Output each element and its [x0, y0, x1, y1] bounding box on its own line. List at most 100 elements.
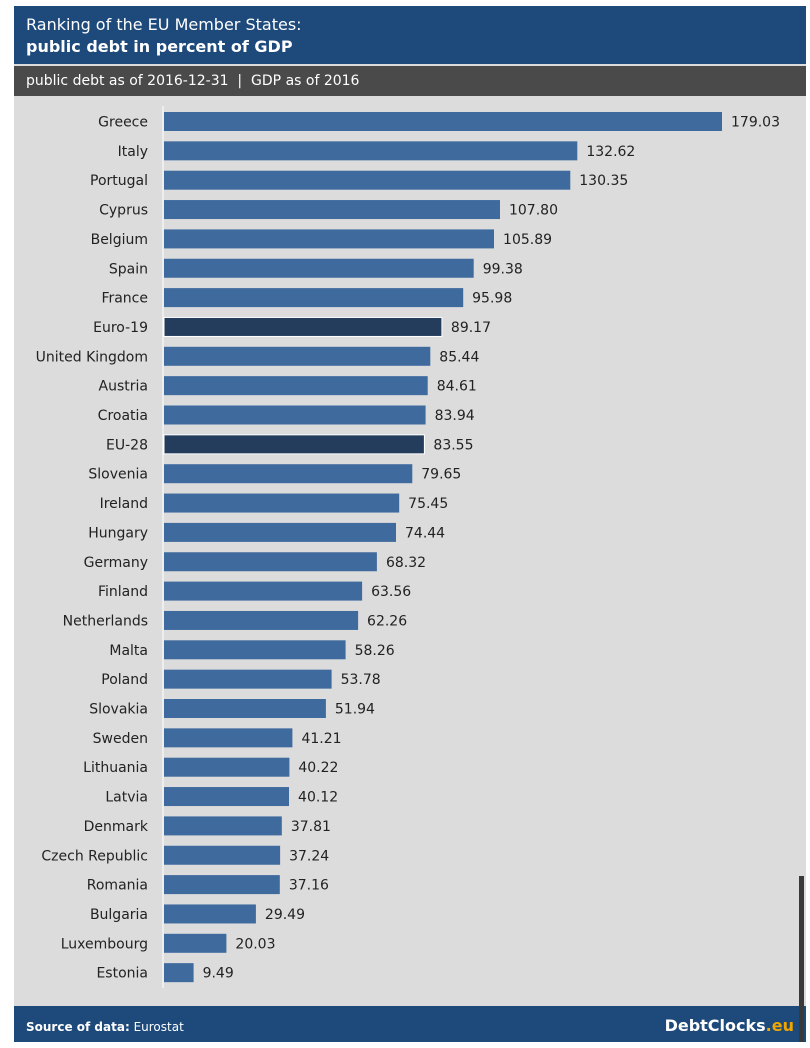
bar[interactable] — [164, 787, 289, 807]
category-label: Denmark — [84, 819, 149, 835]
value-label: 107.80 — [509, 203, 558, 219]
value-label: 63.56 — [371, 584, 411, 600]
value-label: 9.49 — [203, 966, 234, 982]
value-label: 95.98 — [472, 291, 512, 307]
category-label: Greece — [98, 115, 148, 131]
bar[interactable] — [163, 316, 443, 337]
category-label: Germany — [84, 555, 148, 571]
category-label: EU-28 — [106, 437, 148, 453]
bar[interactable] — [164, 610, 359, 630]
category-label: Cyprus — [99, 203, 148, 219]
category-label: Estonia — [96, 966, 148, 982]
chart-title-line1: Ranking of the EU Member States: — [26, 15, 302, 34]
value-label: 58.26 — [355, 643, 395, 659]
value-label: 68.32 — [386, 555, 426, 571]
bar[interactable] — [164, 640, 346, 660]
category-label: Croatia — [98, 408, 148, 424]
value-label: 29.49 — [265, 907, 305, 923]
bar-chart: Greece 179.03 Italy 132.62 Portugal 130.35 Cyp… — [36, 106, 780, 988]
category-label: United Kingdom — [36, 349, 148, 365]
category-label: Slovenia — [88, 467, 148, 483]
bar[interactable] — [164, 346, 431, 366]
category-label: Italy — [118, 144, 148, 160]
value-label: 83.55 — [433, 437, 473, 453]
bar[interactable] — [164, 522, 396, 542]
value-label: 83.94 — [435, 408, 475, 424]
category-label: Lithuania — [83, 760, 148, 776]
brand-tld: .eu — [765, 1016, 794, 1035]
value-label: 179.03 — [731, 115, 780, 131]
source-value: Eurostat — [133, 1020, 184, 1034]
bar[interactable] — [164, 376, 428, 396]
value-label: 40.12 — [298, 790, 338, 806]
category-label: Malta — [109, 643, 148, 659]
category-label: Slovakia — [89, 702, 148, 718]
value-label: 105.89 — [503, 232, 552, 248]
bar[interactable] — [164, 258, 474, 278]
value-label: 85.44 — [439, 349, 479, 365]
bar[interactable] — [164, 141, 578, 161]
value-label: 79.65 — [421, 467, 461, 483]
bar[interactable] — [164, 464, 413, 484]
bar[interactable] — [164, 405, 426, 425]
category-label: France — [101, 291, 148, 307]
bar[interactable] — [164, 229, 494, 249]
brand-name: DebtClocks — [664, 1016, 766, 1035]
source-note: Source of data: Eurostat — [26, 1020, 184, 1034]
bar[interactable] — [164, 493, 400, 513]
chart-subtitle-bar: public debt as of 2016-12-31 | GDP as of… — [14, 66, 806, 96]
value-label: 40.22 — [298, 760, 338, 776]
category-label: Luxembourg — [61, 936, 148, 952]
chart-title-line2: public debt in percent of GDP — [26, 37, 293, 56]
value-label: 41.21 — [301, 731, 341, 747]
bar[interactable] — [164, 933, 227, 953]
chart-header: Ranking of the EU Member States: public … — [14, 6, 806, 64]
bar[interactable] — [164, 728, 293, 748]
bar[interactable] — [164, 200, 500, 220]
bar[interactable] — [164, 288, 464, 308]
value-label: 130.35 — [579, 173, 628, 189]
bar[interactable] — [164, 552, 377, 572]
category-label: Netherlands — [63, 613, 148, 629]
bar[interactable] — [164, 845, 281, 865]
value-label: 37.81 — [291, 819, 331, 835]
category-label: Finland — [98, 584, 148, 600]
category-label: Latvia — [105, 790, 148, 806]
value-label: 89.17 — [451, 320, 491, 336]
category-label: Romania — [87, 878, 148, 894]
value-label: 75.45 — [408, 496, 448, 512]
brand-logo[interactable]: DebtClocks.eu — [665, 1016, 794, 1035]
value-label: 74.44 — [405, 525, 445, 541]
bar[interactable] — [164, 112, 722, 131]
bar[interactable] — [164, 904, 256, 924]
category-label: Hungary — [88, 525, 148, 541]
bar[interactable] — [164, 875, 280, 895]
bar[interactable] — [164, 170, 571, 190]
category-label: Euro-19 — [93, 320, 148, 336]
scrollbar[interactable] — [799, 876, 804, 1042]
value-label: 84.61 — [437, 379, 477, 395]
source-label: Source of data: — [26, 1020, 130, 1034]
value-label: 99.38 — [483, 261, 523, 277]
bar[interactable] — [164, 757, 290, 777]
category-label: Ireland — [100, 496, 148, 512]
category-label: Sweden — [93, 731, 148, 747]
category-label: Austria — [99, 379, 148, 395]
bar[interactable] — [163, 434, 425, 455]
category-label: Poland — [101, 672, 148, 688]
value-label: 132.62 — [586, 144, 635, 160]
bar[interactable] — [164, 581, 363, 601]
bar[interactable] — [164, 963, 194, 983]
bar[interactable] — [164, 816, 282, 836]
value-label: 51.94 — [335, 702, 375, 718]
category-label: Belgium — [91, 232, 148, 248]
value-label: 53.78 — [341, 672, 381, 688]
bar[interactable] — [164, 669, 332, 689]
chart-panel: Ranking of the EU Member States: public … — [14, 6, 806, 1042]
category-label: Spain — [109, 261, 148, 277]
chart-footer: Source of data: Eurostat DebtClocks.eu — [14, 1006, 806, 1042]
bar[interactable] — [164, 699, 326, 718]
category-label: Czech Republic — [41, 848, 148, 864]
value-label: 20.03 — [235, 936, 275, 952]
value-label: 37.16 — [289, 878, 329, 894]
